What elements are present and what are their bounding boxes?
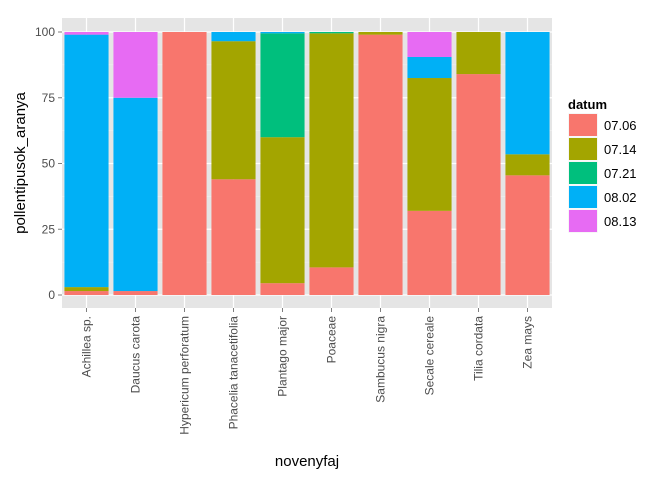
legend-swatch-08-13 <box>569 210 597 232</box>
legend-label-07-21: 07.21 <box>604 166 637 181</box>
x-axis-title: novenyfaj <box>275 453 339 470</box>
bar-segment-achillea-sp-07-14 <box>64 287 109 292</box>
legend-swatch-07-14 <box>569 138 597 160</box>
bar-segment-poaceae-07-21 <box>309 32 354 34</box>
bar-segment-daucus-carota-08-13 <box>113 32 158 98</box>
bar-segment-achillea-sp-08-13 <box>64 32 109 35</box>
x-tick-label-phacelia-tanacetifolia: Phacelia tanacetifolia <box>227 316 241 430</box>
bar-segment-sambucus-nigra-07-06 <box>358 34 403 295</box>
bar-segment-phacelia-tanacetifolia-07-06 <box>211 179 256 295</box>
bar-segment-poaceae-07-06 <box>309 267 354 295</box>
bar-segment-daucus-carota-08-02 <box>113 97 158 292</box>
x-tick-label-daucus-carota: Daucus carota <box>129 316 143 394</box>
legend-label-08-13: 08.13 <box>604 214 637 229</box>
x-tick-label-achillea-sp: Achillea sp. <box>80 316 94 377</box>
bar-segment-plantago-major-07-06 <box>260 283 305 295</box>
y-axis-title: pollentipusok_aranya <box>12 91 29 233</box>
bar-segment-achillea-sp-07-06 <box>64 291 109 295</box>
bar-segment-zea-mays-07-14 <box>505 154 550 176</box>
x-tick-label-secale-cereale: Secale cereale <box>423 316 437 396</box>
bar-segment-secale-cereale-07-14 <box>407 78 452 211</box>
bar-segment-hypericum-perforatum-07-06 <box>162 32 207 295</box>
bar-segment-achillea-sp-08-02 <box>64 34 109 288</box>
bar-segment-secale-cereale-07-06 <box>407 210 452 295</box>
x-tick-label-plantago-major: Plantago major <box>276 316 290 397</box>
y-tick-label: 0 <box>48 288 55 302</box>
bar-segment-secale-cereale-08-13 <box>407 32 452 57</box>
bar-segment-sambucus-nigra-07-14 <box>358 32 403 35</box>
legend-swatch-07-21 <box>569 162 597 184</box>
bar-segment-plantago-major-07-14 <box>260 137 305 284</box>
x-tick-label-tilia-cordata: Tilia cordata <box>472 316 486 381</box>
bar-segment-zea-mays-08-02 <box>505 32 550 155</box>
legend-swatch-08-02 <box>569 186 597 208</box>
y-tick-label: 75 <box>42 91 56 105</box>
legend-swatch-07-06 <box>569 114 597 136</box>
bar-segment-daucus-carota-07-06 <box>113 291 158 295</box>
bar-segment-phacelia-tanacetifolia-07-14 <box>211 41 256 180</box>
bar-segment-secale-cereale-08-02 <box>407 56 452 79</box>
bar-segment-plantago-major-07-21 <box>260 33 305 138</box>
y-tick-label: 25 <box>42 222 56 236</box>
bar-segment-zea-mays-07-06 <box>505 175 550 295</box>
bar-segment-phacelia-tanacetifolia-08-02 <box>211 32 256 42</box>
legend-label-07-14: 07.14 <box>604 142 637 157</box>
y-axis: 0 25 50 75 100 <box>35 25 62 302</box>
x-tick-label-sambucus-nigra: Sambucus nigra <box>374 316 388 403</box>
x-tick-label-zea-mays: Zea mays <box>521 316 535 369</box>
bar-segment-poaceae-07-14 <box>309 33 354 268</box>
legend-label-08-02: 08.02 <box>604 190 637 205</box>
y-tick-label: 50 <box>42 157 56 171</box>
legend: datum 07.06 07.14 07.21 08.02 08.13 <box>567 97 637 234</box>
bar-segment-tilia-cordata-07-14 <box>456 32 501 75</box>
legend-label-07-06: 07.06 <box>604 118 637 133</box>
x-tick-label-hypericum-perforatum: Hypericum perforatum <box>178 316 192 435</box>
legend-title: datum <box>568 97 607 112</box>
x-axis: Achillea sp. Daucus carota Hypericum perfo… <box>80 308 535 435</box>
bar-segment-plantago-major-08-02 <box>260 32 305 34</box>
bar-segment-tilia-cordata-07-06 <box>456 74 501 295</box>
x-tick-label-poaceae: Poaceae <box>325 316 339 364</box>
bars <box>64 32 550 295</box>
y-tick-label: 100 <box>35 25 55 39</box>
